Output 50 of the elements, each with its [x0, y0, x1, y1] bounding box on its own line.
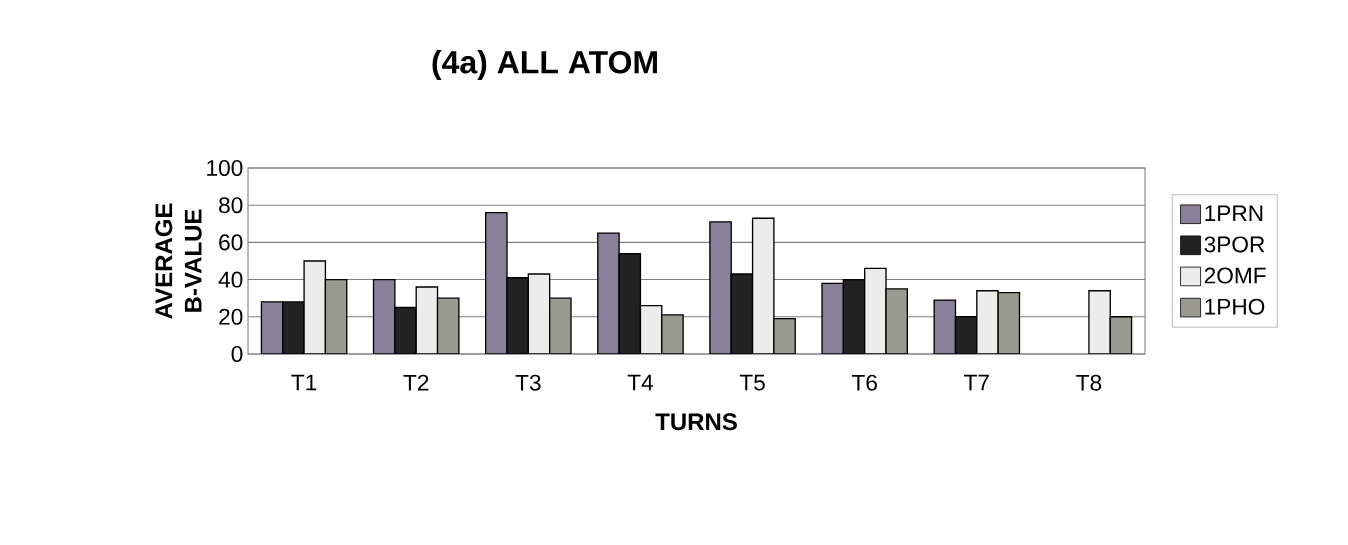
bar: [843, 279, 865, 354]
bar: [773, 318, 796, 354]
x-tick-label: T6: [851, 374, 877, 391]
bar: [619, 253, 641, 354]
chart-title: (4a) ALL ATOM: [432, 50, 657, 80]
bar: [597, 233, 620, 354]
bar: [394, 307, 417, 354]
bar: [886, 288, 908, 354]
legend-label: 3POR: [1204, 236, 1265, 253]
x-tick-label: T3: [515, 374, 541, 391]
y-tick-label: 60: [219, 234, 243, 251]
y-tick-label: 100: [207, 159, 243, 177]
bar: [933, 299, 957, 354]
x-tick-label: T8: [1076, 374, 1102, 391]
bar: [506, 277, 529, 354]
bar: [416, 287, 438, 354]
x-tick-label: T5: [739, 374, 765, 391]
x-axis-title: TURNS: [655, 413, 737, 431]
y-tick-label: 80: [219, 197, 243, 214]
x-tick-label: T4: [627, 374, 654, 391]
legend-label: 2OMF: [1204, 267, 1266, 284]
bar: [731, 274, 753, 354]
y-tick-label: 20: [219, 308, 243, 325]
x-tick-label: T2: [403, 374, 429, 391]
bar: [822, 283, 844, 354]
y-tick-label: 0: [231, 345, 243, 363]
bar: [640, 305, 662, 354]
x-tick-label: T1: [291, 374, 317, 391]
x-tick-label: T7: [964, 374, 989, 391]
y-axis-title: AVERAGE B-VALUE: [155, 203, 202, 319]
bar: [997, 291, 1021, 354]
bar: [954, 316, 978, 354]
bar: [282, 301, 305, 354]
legend-label: 1PRN: [1205, 205, 1263, 222]
bar: [325, 279, 347, 354]
bar: [437, 298, 459, 354]
bar: [976, 290, 999, 354]
bar: [752, 218, 774, 354]
bar: [1088, 290, 1111, 354]
bar: [304, 260, 326, 354]
bar: [1109, 316, 1133, 354]
bar: [373, 279, 395, 354]
legend-label: 1PHO: [1205, 298, 1265, 315]
bar: [549, 298, 571, 354]
bar: [261, 301, 283, 354]
bar: [485, 212, 507, 354]
bar: [864, 268, 887, 354]
bar: [528, 274, 550, 354]
y-tick-label: 40: [218, 271, 243, 288]
bar: [709, 221, 732, 354]
